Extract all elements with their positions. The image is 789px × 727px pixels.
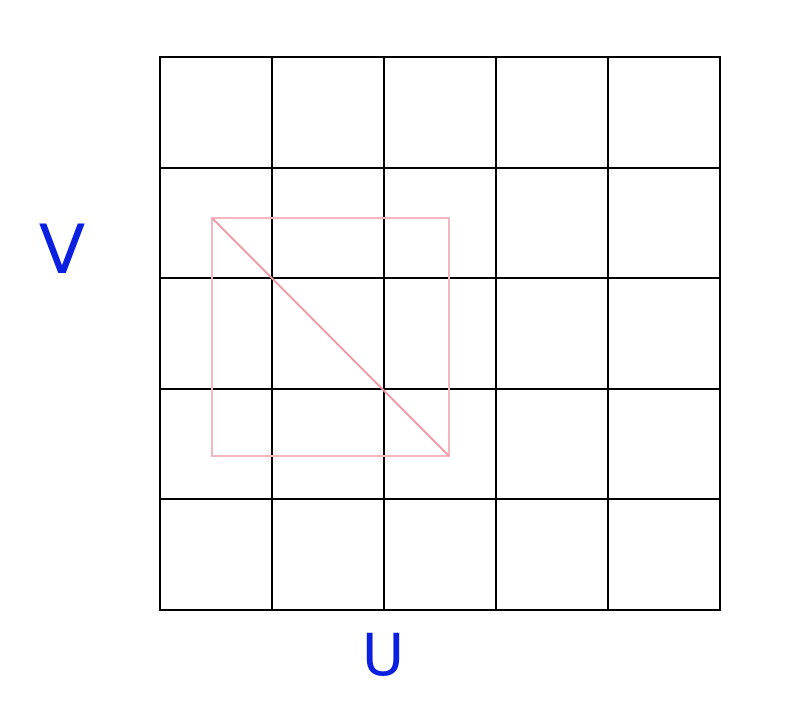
v-label: V [39,211,86,290]
uv-square [211,217,450,457]
grid [159,56,721,611]
uv-diagonal [211,217,450,457]
u-label: U [362,621,404,689]
